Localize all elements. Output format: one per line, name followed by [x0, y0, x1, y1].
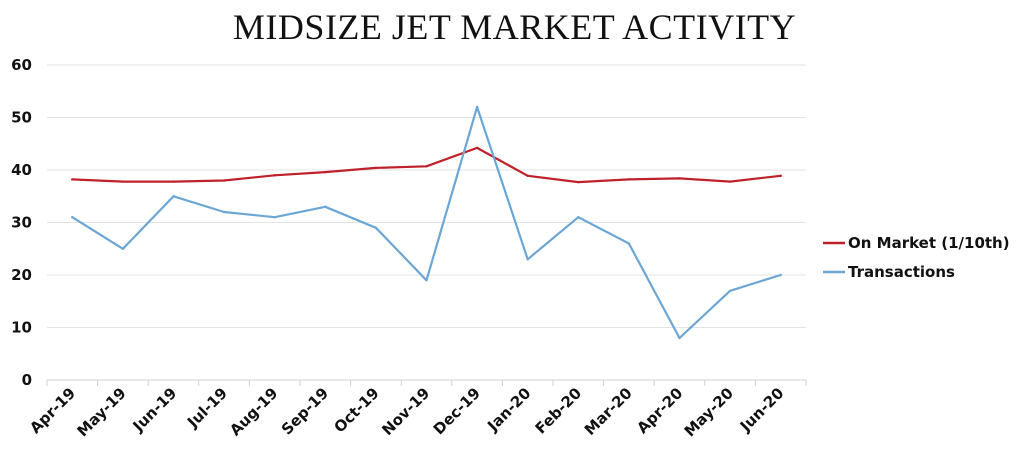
data-point: [222, 179, 226, 182]
x-tick-label: Feb-20: [532, 384, 585, 437]
y-tick-label: 50: [11, 109, 32, 127]
data-point: [222, 210, 226, 214]
legend-label: Transactions: [848, 263, 955, 281]
series-line-0: [71, 146, 782, 184]
x-tick-label: May-20: [681, 384, 737, 440]
data-point: [324, 170, 327, 174]
y-tick-label: 0: [22, 371, 32, 389]
data-point: [526, 174, 529, 177]
data-point: [425, 279, 428, 282]
y-tick-label: 40: [11, 161, 32, 179]
x-tick-label: Jun-19: [129, 384, 181, 436]
x-tick-label: Aug-19: [226, 384, 281, 439]
x-tick-label: Apr-19: [26, 384, 79, 437]
data-point: [374, 226, 378, 229]
data-point: [577, 180, 580, 184]
y-tick-label: 60: [11, 56, 32, 74]
y-tick-label: 20: [11, 266, 32, 284]
legend-label: On Market (1/10th): [848, 234, 1010, 252]
data-point: [172, 195, 175, 198]
x-tick-label: Jan-20: [483, 384, 534, 435]
data-point: [172, 180, 175, 183]
data-point: [374, 166, 378, 170]
series-lines: [71, 105, 782, 340]
y-tick-label: 10: [11, 319, 32, 337]
data-point: [121, 180, 125, 183]
x-tick-label: Apr-20: [633, 384, 686, 437]
data-point: [627, 242, 631, 245]
x-tick-label: Jun-20: [736, 384, 788, 436]
data-point: [627, 178, 631, 181]
data-point: [475, 146, 479, 150]
x-tick-label: Jul-19: [183, 384, 231, 432]
x-tick-label: Mar-20: [581, 384, 636, 439]
data-point: [678, 177, 681, 180]
data-point: [425, 165, 428, 168]
y-tick-label: 30: [11, 214, 32, 232]
data-point: [121, 247, 125, 250]
x-tick-label: May-19: [74, 384, 130, 440]
data-point: [577, 216, 580, 219]
data-point: [273, 216, 276, 219]
data-point: [324, 205, 327, 208]
data-point: [779, 174, 782, 177]
data-point: [728, 289, 732, 292]
data-point: [526, 258, 529, 261]
x-tick-label: Dec-19: [430, 384, 484, 438]
data-point: [71, 216, 74, 219]
chart-title: MIDSIZE JET MARKET ACTIVITY: [232, 7, 797, 47]
gridlines: [47, 64, 806, 328]
x-tick-label: Nov-19: [378, 384, 433, 439]
legend: On Market (1/10th) Transactions: [823, 234, 1010, 281]
data-point: [273, 174, 276, 177]
data-point: [475, 105, 479, 109]
data-point: [728, 180, 732, 183]
data-point: [779, 273, 782, 277]
data-point: [71, 178, 74, 181]
x-tick-label: Sep-19: [278, 384, 332, 438]
x-tick-label: Oct-19: [330, 384, 382, 436]
data-point: [678, 336, 681, 340]
